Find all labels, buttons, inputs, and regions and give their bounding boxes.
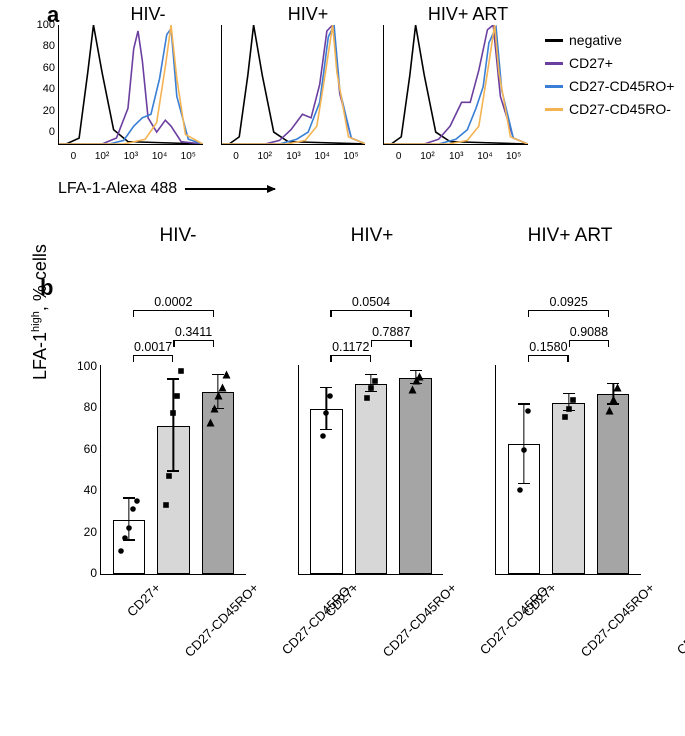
xaxis-text: LFA-1-Alexa 488 — [58, 180, 177, 198]
legend-swatch — [545, 39, 563, 42]
histogram-svg-1 — [222, 25, 366, 144]
legend-row: CD27-CD45RO+ — [545, 76, 674, 97]
significance-label: 0.7887 — [372, 325, 410, 339]
histogram-2: 010²10³10⁴10⁵ — [383, 25, 528, 145]
bars-row: 1008060402000.00170.34110.0002CD27+CD27-… — [90, 295, 645, 695]
data-point — [323, 403, 330, 410]
legend-swatch — [545, 62, 563, 65]
bars-plot: 1008060402000.00170.34110.0002 — [100, 365, 246, 575]
data-point — [525, 401, 532, 408]
histogram-0: 100806040200 010²10³10⁴10⁵ — [58, 25, 203, 145]
bar-col — [113, 365, 145, 574]
significance-bracket — [371, 340, 412, 346]
significance-bracket — [133, 355, 174, 361]
significance-bracket — [330, 310, 411, 316]
bar — [597, 394, 629, 574]
data-point — [170, 403, 177, 410]
category-labels: CD27+CD27-CD45RO+CD27-CD45RO- — [294, 580, 448, 703]
significance-label: 0.0925 — [550, 295, 588, 309]
legend-label: CD27-CD45RO+ — [569, 76, 674, 97]
data-point — [222, 366, 229, 373]
data-point — [614, 378, 621, 385]
bar-col — [552, 365, 584, 574]
histogram-row: 100806040200 010²10³10⁴10⁵ 010²10³10⁴10⁵… — [58, 25, 528, 145]
significance-bracket — [330, 355, 371, 361]
histogram-1: 010²10³10⁴10⁵ — [221, 25, 366, 145]
bar — [399, 378, 431, 574]
legend-row: negative — [545, 30, 674, 51]
bar-group-2: 0.15800.90880.0925CD27+CD27-CD45RO+CD27-… — [485, 295, 645, 695]
data-point — [319, 426, 326, 433]
data-point — [162, 495, 169, 502]
legend-row: CD27+ — [545, 53, 674, 74]
bar-col — [355, 365, 387, 574]
bar-col — [597, 365, 629, 574]
significance-label: 0.1172 — [332, 340, 369, 354]
significance-label: 0.0002 — [154, 295, 192, 309]
bars-ylabel: LFA-1high, % cells — [30, 244, 51, 380]
bar-title-2: HIV+ ART — [500, 225, 640, 247]
bar-title-1: HIV+ — [302, 225, 442, 247]
legend-label: CD27-CD45RO- — [569, 99, 671, 120]
histo-title-0: HIV- — [78, 4, 218, 25]
data-point — [521, 441, 528, 448]
significance-bracket — [528, 310, 609, 316]
bar-col — [202, 365, 234, 574]
legend-swatch — [545, 108, 563, 111]
histo-xticks: 010²10³10⁴10⁵ — [222, 151, 366, 162]
bar-col — [508, 365, 540, 574]
significance-bracket — [528, 355, 569, 361]
bar-group-1: 0.11720.78870.0504CD27+CD27-CD45RO+CD27-… — [288, 295, 448, 695]
bars-plot: 0.15800.90880.0925 — [495, 365, 641, 575]
legend-row: CD27-CD45RO- — [545, 99, 674, 120]
data-point — [218, 378, 225, 385]
bars-plot: 0.11720.78870.0504 — [298, 365, 444, 575]
data-point — [416, 368, 423, 375]
category-labels: CD27+CD27-CD45RO+CD27-CD45RO- — [96, 580, 250, 703]
data-point — [371, 372, 378, 379]
bar-col — [399, 365, 431, 574]
data-point — [174, 387, 181, 394]
bar — [310, 409, 342, 574]
bar-group-0: 1008060402000.00170.34110.0002CD27+CD27-… — [90, 295, 250, 695]
legend-swatch — [545, 85, 563, 88]
bar — [552, 403, 584, 574]
significance-label: 0.1580 — [529, 340, 567, 354]
data-point — [211, 399, 218, 406]
arrow-icon — [185, 188, 275, 190]
data-point — [207, 414, 214, 421]
significance-label: 0.0504 — [352, 295, 390, 309]
histo-title-2: HIV+ ART — [398, 4, 538, 25]
data-point — [178, 362, 185, 369]
data-point — [133, 491, 140, 498]
data-point — [117, 541, 124, 548]
data-point — [327, 387, 334, 394]
significance-bracket — [133, 310, 214, 316]
legend-label: CD27+ — [569, 53, 613, 74]
data-point — [569, 391, 576, 398]
legend-label: negative — [569, 30, 622, 51]
bar-col — [310, 365, 342, 574]
bar-title-0: HIV- — [108, 225, 248, 247]
bar-col — [157, 365, 189, 574]
histo-xticks: 010²10³10⁴10⁵ — [59, 151, 203, 162]
data-point — [517, 481, 524, 488]
histo-xticks: 010²10³10⁴10⁵ — [384, 151, 528, 162]
histogram-xaxis-label: LFA-1-Alexa 488 — [58, 180, 275, 198]
data-point — [125, 518, 132, 525]
histogram-svg-2 — [384, 25, 528, 144]
data-point — [610, 391, 617, 398]
category-labels: CD27+CD27-CD45RO+CD27-CD45RO- — [491, 580, 645, 703]
significance-bracket — [173, 340, 214, 346]
histo-title-1: HIV+ — [238, 4, 378, 25]
significance-label: 0.3411 — [175, 325, 212, 339]
legend: negativeCD27+CD27-CD45RO+CD27-CD45RO- — [545, 30, 674, 122]
significance-label: 0.0017 — [134, 340, 172, 354]
data-point — [166, 466, 173, 473]
significance-bracket — [569, 340, 610, 346]
bar — [355, 384, 387, 574]
histogram-svg-0 — [59, 25, 203, 144]
histo-yticks: 100806040200 — [29, 19, 55, 138]
significance-label: 0.9088 — [570, 325, 608, 339]
